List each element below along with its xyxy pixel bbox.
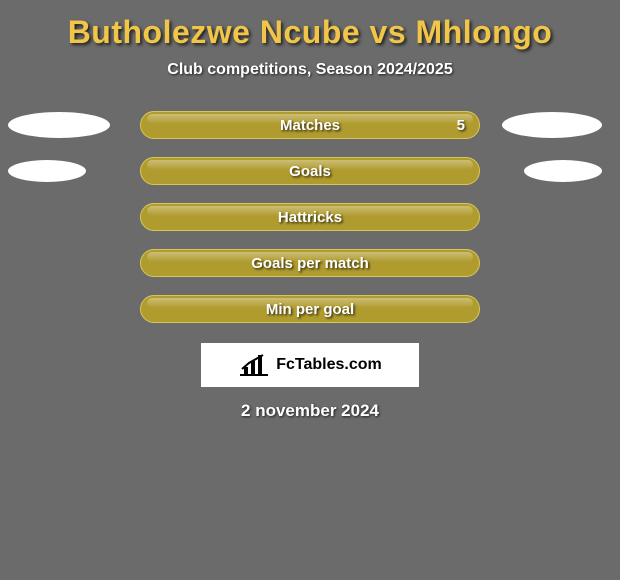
left-ellipse [8,112,110,138]
stat-row: Matches 5 [0,111,620,139]
comparison-infographic: Butholezwe Ncube vs Mhlongo Club competi… [0,0,620,580]
stat-bar: Min per goal [140,295,480,323]
stat-row: Goals [0,157,620,185]
stat-label: Min per goal [266,301,354,318]
stat-row: Min per goal [0,295,620,323]
stat-label: Hattricks [278,209,342,226]
stat-row: Goals per match [0,249,620,277]
stat-row: Hattricks [0,203,620,231]
stat-label: Goals [289,163,331,180]
page-subtitle: Club competitions, Season 2024/2025 [167,61,452,79]
stat-bar: Matches 5 [140,111,480,139]
left-ellipse [8,160,86,182]
stat-rows: Matches 5 Goals Hattricks Goals per match Min… [0,111,620,323]
stat-bar: Goals [140,157,480,185]
logo-text: FcTables.com [276,356,382,374]
logo-card: FcTables.com [201,343,419,387]
stat-label: Matches [280,117,340,134]
right-ellipse [524,160,602,182]
right-ellipse [502,112,602,138]
stat-label: Goals per match [251,255,369,272]
stat-bar: Goals per match [140,249,480,277]
page-title: Butholezwe Ncube vs Mhlongo [68,14,553,51]
bar-chart-icon [238,353,272,377]
stat-value: 5 [457,117,465,134]
stat-bar: Hattricks [140,203,480,231]
date-text: 2 november 2024 [241,401,379,421]
